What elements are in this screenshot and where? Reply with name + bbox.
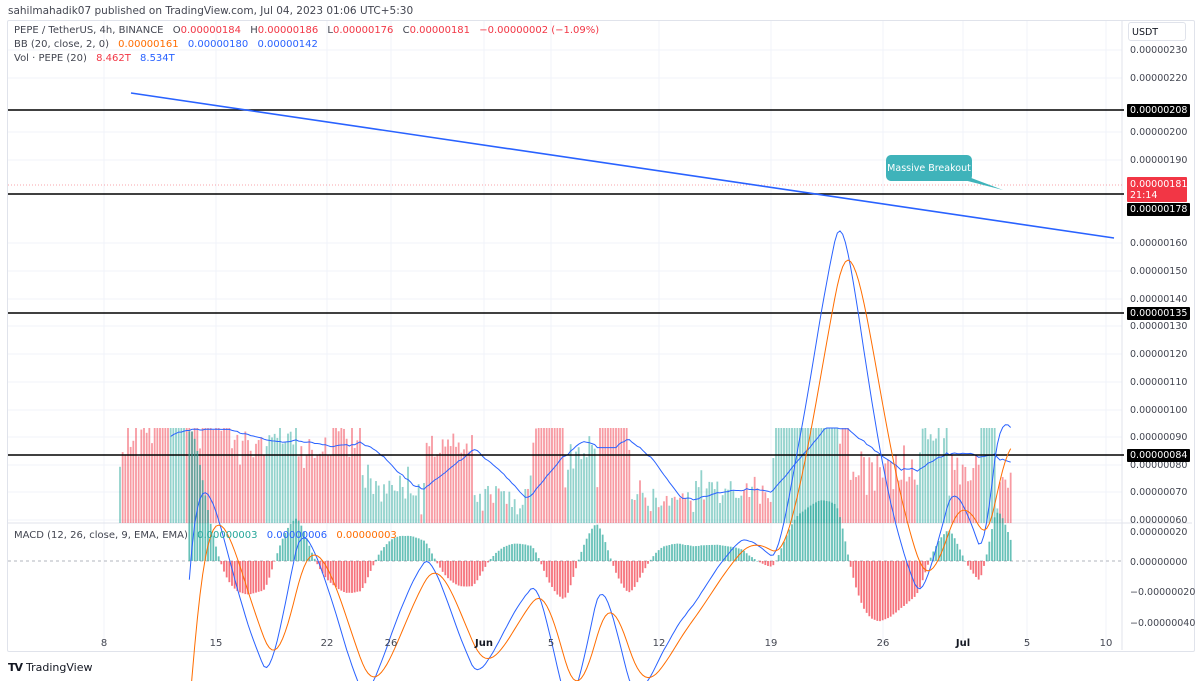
descending-trendline[interactable] <box>130 92 1115 239</box>
price-label: 0.00000070 <box>1130 487 1188 498</box>
level-tag-84: 0.00000084 <box>1127 449 1191 462</box>
close-label: C <box>402 25 410 36</box>
tradingview-logo[interactable]: TV TradingView <box>8 661 93 674</box>
bb-lower-value: 0.00000142 <box>257 39 318 50</box>
time-label: 19 <box>764 638 778 649</box>
price-label: 0.00000200 <box>1130 127 1188 138</box>
volume-value: 8.462T <box>96 53 131 64</box>
macd-title[interactable]: MACD (12, 26, close, 9, EMA, EMA) <box>14 530 188 541</box>
bb-legend: BB (20, close, 2, 0) 0.00000161 0.000001… <box>14 39 324 50</box>
currency-unit-box[interactable]: USDT <box>1128 22 1186 41</box>
time-label: 8 <box>100 638 108 649</box>
symbol-legend: PEPE / TetherUS, 4h, BINANCE O0.00000184… <box>14 25 605 36</box>
open-label: O <box>172 25 181 36</box>
level-tag-178: 0.00000178 <box>1127 203 1191 216</box>
price-label: 0.00000190 <box>1130 155 1188 166</box>
price-label: 0.00000100 <box>1130 405 1188 416</box>
time-label-month: Jul <box>955 638 971 649</box>
high-label: H <box>250 25 258 36</box>
symbol-title[interactable]: PEPE / TetherUS, 4h, BINANCE <box>14 25 164 36</box>
close-value: 0.00000181 <box>409 25 471 36</box>
price-label: 0.00000150 <box>1130 266 1188 277</box>
time-label: 5 <box>1023 638 1031 649</box>
level-tag-208: 0.00000208 <box>1127 104 1191 117</box>
bb-title[interactable]: BB (20, close, 2, 0) <box>14 39 109 50</box>
volume-bars <box>119 428 1012 523</box>
price-label: 0.00000220 <box>1130 73 1188 84</box>
price-label: 0.00000080 <box>1130 460 1188 471</box>
price-label: 0.00000130 <box>1130 321 1188 332</box>
price-label: 0.00000230 <box>1130 45 1188 56</box>
volume-ma-line <box>170 427 1011 501</box>
high-value: 0.00000186 <box>257 25 319 36</box>
macd-axis-label: −0.00000020 <box>1130 587 1196 598</box>
macd-histogram-value: 0.00000003 <box>197 530 258 541</box>
macd-histogram <box>188 431 1012 622</box>
bar-countdown: 21:14 <box>1130 190 1158 201</box>
bb-basis-value: 0.00000161 <box>118 39 179 50</box>
low-value: 0.00000176 <box>332 25 394 36</box>
change-value: −0.00000002 (−1.09%) <box>479 25 600 36</box>
price-label: 0.00000110 <box>1130 377 1188 388</box>
time-label: 10 <box>1099 638 1113 649</box>
chart-frame <box>7 20 1195 652</box>
last-price-value: 0.00000181 <box>1130 179 1188 190</box>
macd-axis-label: −0.00000040 <box>1130 618 1196 629</box>
macd-axis-label: 0.00000000 <box>1130 557 1188 568</box>
price-label: 0.00000120 <box>1130 349 1188 360</box>
macd-line <box>188 230 1012 681</box>
macd-signal-value: 0.00000003 <box>336 530 397 541</box>
macd-line-value: 0.00000006 <box>266 530 328 541</box>
time-label: 5 <box>547 638 555 649</box>
time-label: 12 <box>652 638 666 649</box>
time-label-month: Jun <box>475 638 493 649</box>
volume-ma-value: 8.534T <box>140 53 175 64</box>
time-label: 22 <box>320 638 334 649</box>
time-label: 26 <box>876 638 890 649</box>
price-label: 0.00000060 <box>1130 515 1188 526</box>
time-label: 26 <box>384 638 398 649</box>
tradingview-mark-icon: TV <box>8 661 23 674</box>
tradingview-brand: TradingView <box>26 661 93 674</box>
volume-title[interactable]: Vol · PEPE (20) <box>14 53 87 64</box>
macd-axis-label: 0.00000020 <box>1130 527 1188 538</box>
bb-upper-value: 0.00000180 <box>187 39 249 50</box>
price-label: 0.00000090 <box>1130 432 1188 443</box>
macd-legend: MACD (12, 26, close, 9, EMA, EMA) 0.0000… <box>14 530 403 541</box>
open-value: 0.00000184 <box>180 25 242 36</box>
massive-breakout-callout[interactable]: Massive Breakout <box>886 155 972 181</box>
last-price-tag: 0.00000181 21:14 <box>1127 177 1187 202</box>
time-label: 15 <box>209 638 223 649</box>
price-label: 0.00000160 <box>1130 238 1188 249</box>
publisher-line: sahilmahadik07 published on TradingView.… <box>8 5 414 17</box>
low-label: L <box>327 25 333 36</box>
price-label: 0.00000140 <box>1130 294 1188 305</box>
volume-legend: Vol · PEPE (20) 8.462T 8.534T <box>14 53 181 64</box>
level-tag-135: 0.00000135 <box>1127 307 1191 320</box>
macd-signal-line <box>191 259 1012 681</box>
